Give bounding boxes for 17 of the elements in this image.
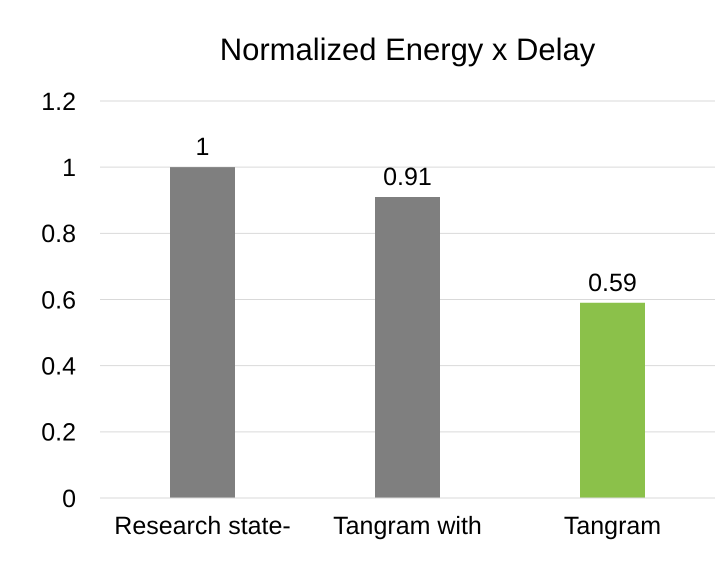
y-tick-label: 1 [62, 154, 76, 182]
bar [580, 302, 645, 498]
y-tick-label: 0.4 [41, 352, 76, 381]
x-tick-label: Research state- [114, 512, 291, 540]
y-tick-label: 0.2 [41, 418, 76, 447]
y-tick-label: 0.8 [41, 220, 76, 248]
x-tick-label: Tangram with [333, 512, 482, 540]
data-label: 1 [196, 133, 210, 162]
bar [375, 196, 440, 498]
chart-title: Normalized Energy x Delay [218, 31, 596, 69]
data-label: 0.91 [383, 162, 432, 191]
y-tick-label: 0 [62, 484, 76, 513]
bar [170, 167, 235, 498]
x-tick-label: Tangram [564, 512, 662, 540]
y-tick-label: 0.6 [41, 286, 76, 314]
data-label: 0.59 [588, 268, 637, 297]
y-tick-label: 1.2 [41, 88, 76, 116]
